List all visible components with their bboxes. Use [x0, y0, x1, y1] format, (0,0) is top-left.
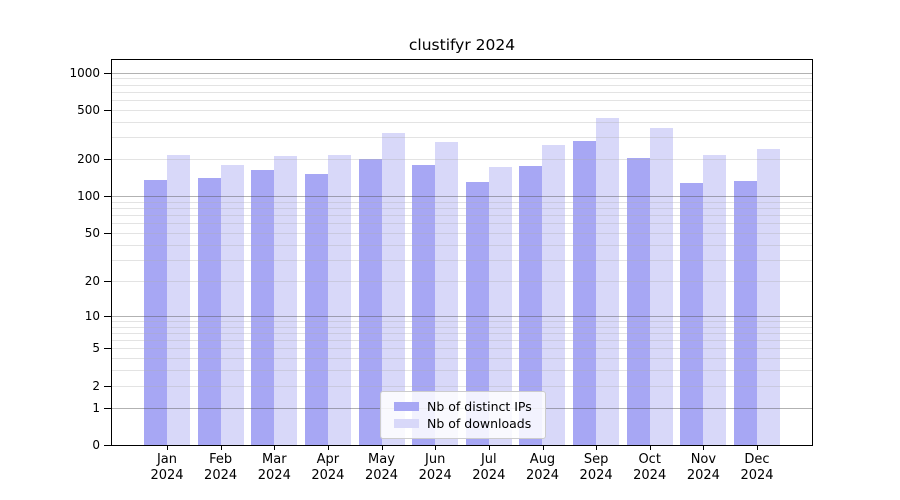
bar-downloads — [488, 167, 512, 445]
x-tick-mark — [274, 445, 276, 450]
x-tick-label: Jun 2024 — [418, 452, 452, 483]
y-tick-label: 0 — [92, 438, 100, 452]
bar-downloads — [542, 145, 566, 445]
bar-downloads — [220, 164, 244, 445]
bar-downloads — [435, 141, 459, 445]
x-tick-mark — [435, 445, 437, 450]
bar-downloads — [703, 155, 727, 445]
bar-distinct-ips — [573, 141, 597, 445]
legend-swatch — [394, 419, 419, 428]
y-tick-mark — [104, 109, 111, 111]
legend: Nb of distinct IPs Nb of downloads — [380, 391, 546, 439]
y-tick-label: 500 — [77, 102, 100, 117]
legend-swatch — [394, 402, 419, 411]
legend-entry: Nb of downloads — [381, 417, 545, 430]
y-tick-mark — [104, 445, 111, 446]
x-tick-label: Jul 2024 — [472, 452, 506, 483]
bar-distinct-ips — [680, 183, 704, 445]
x-tick-label: Mar 2024 — [257, 452, 291, 483]
bar-distinct-ips — [519, 165, 543, 445]
bar-distinct-ips — [465, 181, 489, 445]
bar-distinct-ips — [734, 180, 757, 445]
x-tick-mark — [757, 445, 758, 450]
bar-downloads — [381, 133, 405, 445]
bar-distinct-ips — [412, 164, 436, 445]
y-tick-mark — [104, 348, 111, 350]
plot-area: Nb of distinct IPs Nb of downloads — [111, 59, 813, 446]
x-tick-mark — [381, 445, 383, 450]
y-tick-mark — [104, 159, 111, 161]
y-tick-mark — [104, 233, 111, 235]
y-tick-label: 50 — [84, 226, 100, 241]
y-tick-label: 1000 — [69, 65, 100, 80]
bar-distinct-ips — [144, 179, 167, 445]
bar-downloads — [274, 155, 298, 445]
x-tick-mark — [167, 445, 168, 450]
y-tick-label: 1 — [92, 400, 100, 415]
y-tick-label: 20 — [84, 273, 100, 288]
x-tick-label: Dec 2024 — [740, 452, 774, 483]
y-tick-label: 200 — [77, 152, 100, 167]
y-tick-label: 5 — [92, 341, 100, 356]
bar-downloads — [649, 127, 673, 445]
y-tick-label: 2 — [92, 378, 100, 393]
x-tick-label: Jan 2024 — [150, 452, 184, 483]
x-tick-label: May 2024 — [364, 452, 399, 483]
bar-distinct-ips — [197, 178, 221, 445]
x-tick-mark — [542, 445, 544, 450]
bar-downloads — [596, 117, 620, 445]
legend-label: Nb of distinct IPs — [427, 399, 532, 414]
x-tick-mark — [220, 445, 222, 450]
y-tick-mark — [104, 385, 111, 387]
x-tick-label: Sep 2024 — [579, 452, 613, 483]
chart-title: clustifyr 2024 — [408, 36, 516, 54]
x-tick-mark — [488, 445, 490, 450]
y-tick-label: 10 — [84, 308, 100, 323]
x-tick-mark — [327, 445, 329, 450]
legend-entry: Nb of distinct IPs — [381, 400, 545, 413]
bar-distinct-ips — [358, 159, 382, 445]
x-tick-label: Apr 2024 — [311, 452, 345, 483]
x-tick-mark — [703, 445, 705, 450]
bar-distinct-ips — [304, 173, 328, 445]
bar-distinct-ips — [251, 169, 275, 445]
y-tick-mark — [104, 280, 111, 282]
bar-downloads — [327, 154, 351, 445]
bar-distinct-ips — [626, 158, 650, 445]
x-tick-mark — [596, 445, 598, 450]
y-tick-mark — [104, 72, 111, 74]
bar-downloads — [757, 148, 780, 445]
legend-label: Nb of downloads — [427, 416, 532, 431]
x-tick-mark — [649, 445, 651, 450]
bars-layer — [112, 60, 812, 445]
y-tick-mark — [104, 407, 111, 409]
bar-downloads — [167, 154, 190, 445]
x-tick-label: Feb 2024 — [204, 452, 238, 483]
y-tick-label: 100 — [77, 189, 100, 204]
y-tick-mark — [104, 315, 111, 317]
x-tick-label: Aug 2024 — [525, 452, 560, 483]
x-tick-label: Oct 2024 — [633, 452, 667, 483]
y-tick-mark — [104, 196, 111, 198]
x-tick-label: Nov 2024 — [686, 452, 720, 483]
